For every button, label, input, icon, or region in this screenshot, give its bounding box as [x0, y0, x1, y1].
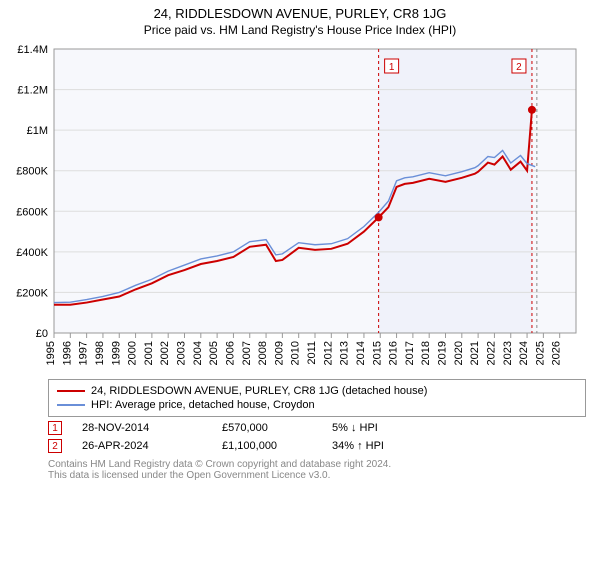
- svg-text:2006: 2006: [224, 341, 236, 365]
- svg-text:1998: 1998: [94, 341, 106, 365]
- legend-item: 24, RIDDLESDOWN AVENUE, PURLEY, CR8 1JG …: [57, 384, 577, 398]
- svg-text:1996: 1996: [61, 341, 73, 365]
- svg-text:1999: 1999: [110, 341, 122, 365]
- svg-text:2008: 2008: [257, 341, 269, 365]
- svg-text:£1.4M: £1.4M: [17, 44, 48, 56]
- svg-text:1995: 1995: [45, 341, 57, 365]
- page-title: 24, RIDDLESDOWN AVENUE, PURLEY, CR8 1JG: [0, 6, 600, 21]
- sale-date: 28-NOV-2014: [82, 422, 202, 434]
- footer: Contains HM Land Registry data © Crown c…: [48, 459, 586, 481]
- page-subtitle: Price paid vs. HM Land Registry's House …: [0, 23, 600, 37]
- svg-text:2012: 2012: [322, 341, 334, 365]
- svg-text:2017: 2017: [404, 341, 416, 365]
- legend-label: 24, RIDDLESDOWN AVENUE, PURLEY, CR8 1JG …: [91, 385, 427, 397]
- sale-marker: 1: [48, 421, 62, 435]
- legend-swatch: [57, 404, 85, 406]
- svg-text:2018: 2018: [420, 341, 432, 365]
- svg-text:2014: 2014: [355, 341, 367, 365]
- svg-text:2004: 2004: [192, 341, 204, 365]
- sale-row: 2 26-APR-2024 £1,100,000 34% ↑ HPI: [48, 439, 586, 453]
- svg-text:£800K: £800K: [16, 166, 48, 178]
- legend-swatch: [57, 390, 85, 392]
- legend-label: HPI: Average price, detached house, Croy…: [91, 399, 315, 411]
- svg-text:2001: 2001: [143, 341, 155, 365]
- svg-text:2026: 2026: [551, 341, 563, 365]
- legend-item: HPI: Average price, detached house, Croy…: [57, 398, 577, 412]
- svg-text:£600K: £600K: [16, 206, 48, 218]
- svg-text:2007: 2007: [241, 341, 253, 365]
- sale-delta: 5% ↓ HPI: [332, 422, 422, 434]
- svg-text:2011: 2011: [306, 341, 318, 365]
- svg-text:1: 1: [389, 62, 395, 73]
- svg-text:2009: 2009: [273, 341, 285, 365]
- svg-text:2019: 2019: [437, 341, 449, 365]
- sale-delta: 34% ↑ HPI: [332, 440, 422, 452]
- svg-text:£200K: £200K: [16, 287, 48, 299]
- svg-text:£0: £0: [36, 328, 48, 340]
- svg-text:2010: 2010: [290, 341, 302, 365]
- sale-marker: 2: [48, 439, 62, 453]
- svg-text:£1M: £1M: [27, 125, 48, 137]
- sale-date: 26-APR-2024: [82, 440, 202, 452]
- svg-text:2015: 2015: [371, 341, 383, 365]
- svg-text:2016: 2016: [388, 341, 400, 365]
- svg-text:2: 2: [516, 62, 522, 73]
- svg-text:2005: 2005: [208, 341, 220, 365]
- price-chart: £0 £200K £400K £600K £800K £1M £1.2M £1.4M 1995 1…: [10, 43, 586, 373]
- footer-line-2: This data is licensed under the Open Gov…: [48, 470, 586, 481]
- svg-text:£400K: £400K: [16, 247, 48, 259]
- svg-text:2022: 2022: [485, 341, 497, 365]
- svg-text:2024: 2024: [518, 341, 530, 365]
- svg-text:2020: 2020: [453, 341, 465, 365]
- sale-row: 1 28-NOV-2014 £570,000 5% ↓ HPI: [48, 421, 586, 435]
- chart-container: £0 £200K £400K £600K £800K £1M £1.2M £1.4M 1995 1…: [10, 43, 586, 373]
- legend: 24, RIDDLESDOWN AVENUE, PURLEY, CR8 1JG …: [48, 379, 586, 417]
- svg-text:2023: 2023: [502, 341, 514, 365]
- sale-price: £1,100,000: [222, 440, 312, 452]
- svg-text:2021: 2021: [469, 341, 481, 365]
- svg-text:2000: 2000: [127, 341, 139, 365]
- sale-price: £570,000: [222, 422, 312, 434]
- svg-text:2025: 2025: [534, 341, 546, 365]
- svg-text:1997: 1997: [78, 341, 90, 365]
- svg-text:2003: 2003: [176, 341, 188, 365]
- footer-line-1: Contains HM Land Registry data © Crown c…: [48, 459, 586, 470]
- svg-text:2002: 2002: [159, 341, 171, 365]
- sales-table: 1 28-NOV-2014 £570,000 5% ↓ HPI 2 26-APR-2024…: [0, 421, 600, 453]
- svg-text:£1.2M: £1.2M: [17, 85, 48, 97]
- svg-text:2013: 2013: [339, 341, 351, 365]
